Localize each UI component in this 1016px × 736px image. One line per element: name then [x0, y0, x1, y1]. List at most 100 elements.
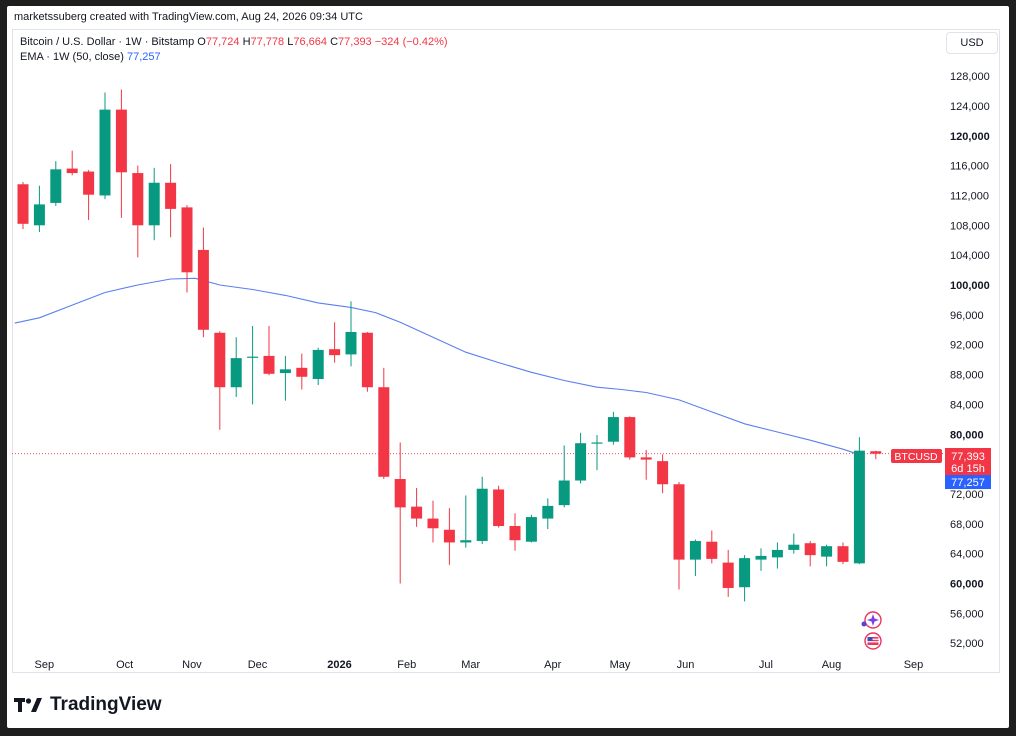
x-tick-label: Apr: [544, 659, 561, 671]
candle[interactable]: [739, 555, 751, 602]
candle[interactable]: [640, 449, 652, 480]
candle[interactable]: [870, 450, 882, 460]
candle[interactable]: [345, 301, 357, 367]
candle[interactable]: [853, 437, 865, 565]
close-label: C: [330, 36, 339, 48]
candle[interactable]: [394, 442, 406, 584]
candle[interactable]: [148, 167, 160, 241]
y-tick-label: 124,000: [950, 101, 990, 113]
candle[interactable]: [755, 548, 767, 571]
y-tick-label: 56,000: [950, 608, 984, 620]
candle-body: [739, 558, 751, 588]
candle[interactable]: [99, 92, 111, 200]
candle[interactable]: [624, 416, 636, 460]
x-tick-label: Mar: [461, 659, 480, 671]
candle[interactable]: [17, 182, 29, 230]
candle-body: [279, 369, 291, 374]
candle[interactable]: [83, 170, 95, 221]
candle-body: [115, 109, 127, 173]
candle[interactable]: [197, 227, 209, 338]
candle-body: [394, 479, 406, 508]
candle[interactable]: [378, 367, 390, 480]
open-label: O: [197, 36, 206, 48]
candle[interactable]: [673, 482, 685, 590]
candle-body: [411, 506, 423, 519]
candle[interactable]: [132, 165, 144, 258]
candle[interactable]: [460, 495, 472, 548]
candle-body: [755, 555, 767, 560]
ohlc-legend: Bitcoin / U.S. Dollar · 1W · Bitstamp O7…: [20, 36, 448, 48]
candle[interactable]: [181, 205, 193, 293]
candle[interactable]: [837, 542, 849, 565]
candle[interactable]: [476, 476, 488, 544]
candle[interactable]: [279, 355, 291, 401]
candle[interactable]: [771, 542, 783, 569]
candle[interactable]: [329, 322, 341, 363]
open-value: 77,724: [205, 36, 240, 48]
chart-area[interactable]: [12, 29, 1000, 673]
candle[interactable]: [312, 347, 324, 385]
candle[interactable]: [558, 445, 570, 508]
ema-legend: EMA · 1W (50, close) 77,257: [20, 51, 161, 63]
candle-body: [230, 358, 242, 388]
candle-body: [525, 517, 537, 542]
candle[interactable]: [607, 411, 619, 445]
y-tick-label: 108,000: [950, 220, 990, 232]
candle-body: [99, 109, 111, 196]
candle-body: [788, 544, 800, 550]
x-tick-label: Jun: [677, 659, 695, 671]
y-tick-label: 72,000: [950, 489, 984, 501]
x-tick-label: May: [610, 659, 631, 671]
candle[interactable]: [165, 164, 177, 238]
candle-body: [771, 549, 783, 558]
candle-body: [50, 169, 62, 203]
last-price-tag: [945, 448, 991, 475]
candle-body: [247, 356, 259, 358]
candle-body: [575, 443, 587, 481]
candle[interactable]: [821, 544, 833, 567]
y-tick-label: 120,000: [950, 131, 990, 143]
y-tick-label: 88,000: [950, 370, 984, 382]
candle[interactable]: [443, 508, 455, 565]
candle[interactable]: [247, 326, 259, 405]
candle[interactable]: [411, 487, 423, 527]
candle[interactable]: [214, 331, 226, 430]
tradingview-logo-icon: [14, 698, 42, 712]
candle[interactable]: [591, 434, 603, 471]
candle[interactable]: [657, 454, 669, 494]
sparkle-event-icon[interactable]: [861, 611, 882, 629]
candle[interactable]: [788, 533, 800, 554]
candle[interactable]: [33, 185, 45, 233]
candle[interactable]: [115, 89, 127, 218]
candle[interactable]: [706, 530, 718, 564]
candle[interactable]: [296, 353, 308, 390]
currency-button[interactable]: USD: [946, 32, 998, 54]
candle[interactable]: [263, 326, 275, 376]
candle-body: [165, 182, 177, 209]
candle[interactable]: [66, 150, 78, 176]
candle[interactable]: [525, 514, 537, 543]
candle[interactable]: [722, 549, 734, 597]
y-tick-label: 116,000: [950, 161, 989, 173]
low-value: 76,664: [293, 36, 328, 48]
candle[interactable]: [804, 540, 816, 567]
candle[interactable]: [361, 332, 373, 392]
candle[interactable]: [50, 161, 62, 206]
candle-body: [821, 546, 833, 557]
candle[interactable]: [689, 539, 701, 577]
candle-body: [624, 417, 636, 458]
candle-body: [132, 173, 144, 226]
x-tick-label: Oct: [116, 659, 133, 671]
y-tick-label: 68,000: [950, 519, 984, 531]
candle[interactable]: [542, 498, 554, 530]
candle[interactable]: [509, 513, 521, 551]
candle[interactable]: [427, 500, 439, 543]
candle-body: [542, 505, 554, 519]
x-tick-label: Aug: [822, 659, 842, 671]
x-tick-label: Dec: [248, 659, 268, 671]
candle[interactable]: [493, 485, 505, 528]
candle[interactable]: [575, 432, 587, 484]
candle[interactable]: [230, 337, 242, 397]
us-flag-event-icon[interactable]: [864, 632, 882, 650]
